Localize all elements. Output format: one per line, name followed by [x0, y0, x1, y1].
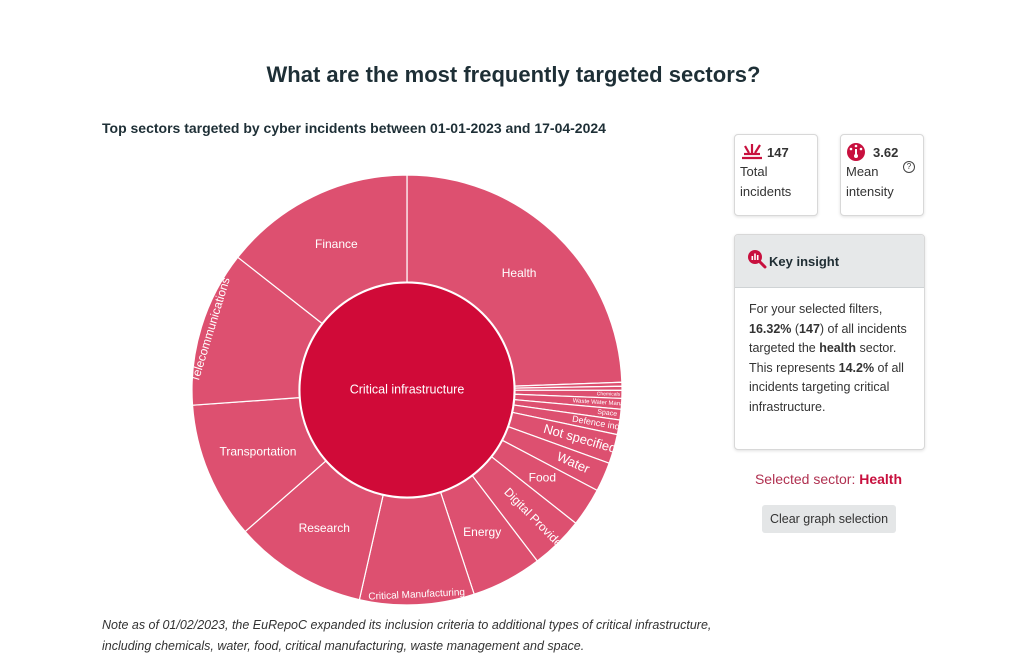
total-incidents-label: Total incidents [740, 164, 792, 199]
gauge-icon [847, 143, 865, 161]
slice-label: Food [529, 470, 556, 484]
mean-intensity-label: Mean intensity [846, 164, 894, 199]
criteria-note: Note as of 01/02/2023, the EuRepoC expan… [102, 618, 712, 653]
total-incidents-value: 147 [767, 145, 789, 160]
insight-share: 14.2% [838, 360, 875, 375]
sunburst-center[interactable] [299, 282, 515, 498]
insight-sector: health [819, 341, 857, 355]
help-icon[interactable]: ? [903, 161, 915, 173]
insight-count: 147 [799, 321, 820, 336]
sunburst-slice[interactable] [236, 174, 408, 325]
center-label: Critical infrastructure [350, 382, 465, 396]
insight-text: sector. This represents [749, 341, 897, 375]
insight-text: ( [791, 321, 800, 336]
key-insight-card: Key insight For your selected filters, 1… [734, 234, 925, 450]
insight-text: ) of all incidents targeted the [749, 321, 907, 356]
slice-label: Transportation [219, 444, 296, 458]
slice-label: Space [597, 409, 618, 418]
insight-magnifier-icon [748, 250, 767, 269]
slice-label: Research [299, 521, 350, 535]
insight-text: For your selected filters, [749, 302, 883, 316]
sunburst-slice[interactable] [406, 174, 623, 387]
insight-text: of all incidents targeting critical infr… [749, 360, 904, 414]
page-title: What are the most frequently targeted se… [266, 62, 761, 87]
selected-sector: Selected sector: Health [734, 471, 923, 487]
key-insight-text: For your selected filters, 16.32% (147) … [735, 288, 924, 429]
selected-sector-value: Health [859, 471, 903, 487]
mean-intensity-value: 3.62 [873, 145, 899, 160]
key-insight-header: Key insight [735, 235, 924, 288]
slice-label: Finance [315, 237, 358, 251]
mean-intensity-card: 3.62 ? Mean intensity [840, 134, 924, 216]
selected-sector-label: Selected sector: [754, 471, 860, 487]
slice-label: Waste Water Management [572, 398, 643, 409]
explosion-icon [742, 144, 762, 160]
chart-title: Top sectors targeted by cyber incidents … [102, 120, 606, 136]
slice-label: Health [502, 266, 537, 280]
slice-label: Chemicals [597, 391, 621, 397]
total-incidents-card: 147 Total incidents [734, 134, 818, 216]
clear-selection-button[interactable]: Clear graph selection [762, 505, 896, 533]
insight-percent: 16.32% [749, 321, 792, 336]
slice-label: Energy [463, 525, 501, 539]
key-insight-title: Key insight [769, 254, 840, 269]
slice-label: Critical Manufacturing [368, 587, 465, 603]
